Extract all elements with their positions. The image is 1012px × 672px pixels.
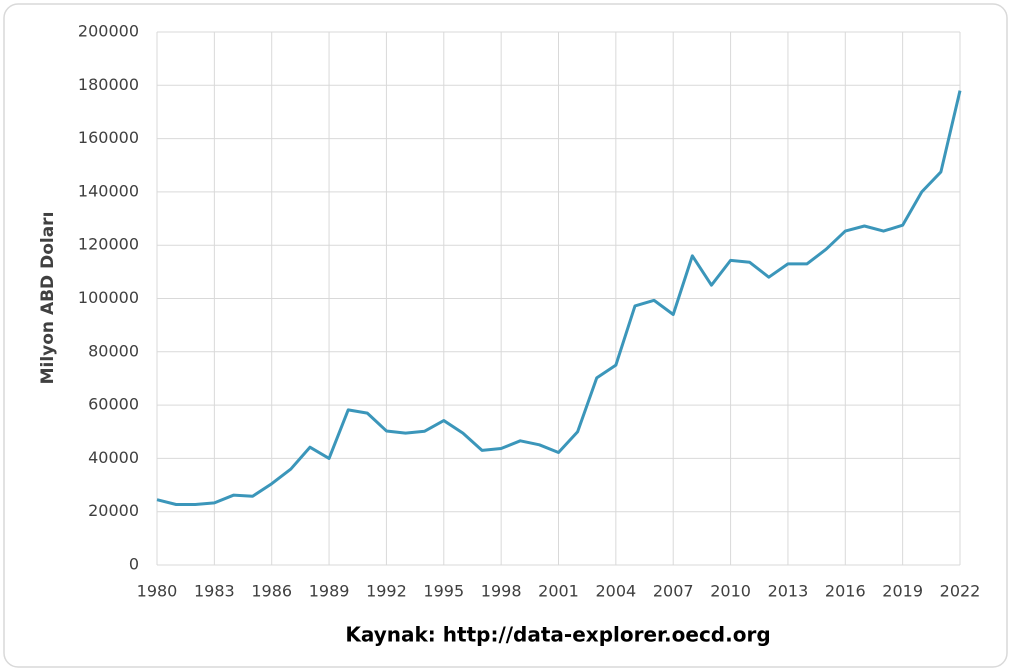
y-tick-label: 160000 [78,128,139,147]
y-tick-label: 60000 [88,395,139,414]
y-tick-label: 140000 [78,181,139,200]
x-tick-label: 1989 [309,582,350,601]
x-axis-label: Kaynak: http://data-explorer.oecd.org [345,623,770,647]
x-tick-label: 1995 [423,582,464,601]
y-tick-label: 200000 [78,22,139,41]
x-tick-label: 2022 [940,582,981,601]
y-tick-label: 100000 [78,288,139,307]
x-tick-label: 1980 [137,582,178,601]
x-tick-label: 2013 [768,582,809,601]
y-axis-label: Milyon ABD Doları [38,212,58,385]
y-tick-label: 20000 [88,501,139,520]
y-tick-label: 120000 [78,235,139,254]
x-tick-label: 1998 [481,582,522,601]
y-tick-label: 0 [129,555,139,574]
x-tick-label: 2007 [653,582,694,601]
x-tick-label: 1986 [251,582,292,601]
y-tick-label: 180000 [78,75,139,94]
y-tick-label: 80000 [88,341,139,360]
x-tick-label: 2016 [825,582,866,601]
y-tick-label: 40000 [88,448,139,467]
x-tick-label: 2004 [595,582,636,601]
x-tick-label: 1992 [366,582,407,601]
data-line [156,90,962,506]
x-tick-label: 1983 [194,582,235,601]
x-tick-label: 2019 [882,582,923,601]
x-tick-label: 2001 [538,582,579,601]
x-tick-label: 2010 [710,582,751,601]
chart-frame [3,3,1008,668]
